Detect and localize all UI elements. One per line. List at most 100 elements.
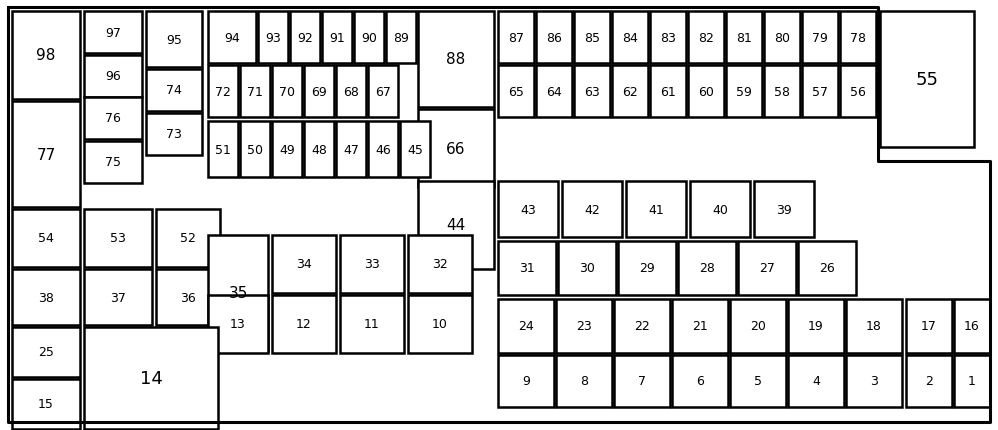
Bar: [498, 66, 534, 118]
Text: 76: 76: [105, 112, 121, 125]
Bar: [12, 327, 80, 377]
Bar: [558, 241, 616, 295]
Bar: [258, 12, 288, 64]
Bar: [574, 12, 610, 64]
Bar: [498, 12, 534, 64]
Bar: [304, 66, 334, 118]
Bar: [354, 12, 384, 64]
Bar: [12, 269, 80, 325]
Text: 47: 47: [343, 143, 359, 156]
Text: 97: 97: [105, 26, 121, 40]
Bar: [498, 355, 554, 407]
Bar: [754, 181, 814, 237]
Bar: [84, 141, 142, 184]
Bar: [156, 209, 220, 267]
Bar: [650, 66, 686, 118]
Bar: [368, 122, 398, 178]
Text: 26: 26: [819, 262, 835, 275]
Text: 36: 36: [180, 291, 196, 304]
Bar: [802, 66, 838, 118]
Bar: [730, 355, 786, 407]
Bar: [208, 12, 256, 64]
Text: 39: 39: [776, 203, 791, 216]
Text: 71: 71: [248, 85, 262, 98]
Bar: [536, 12, 572, 64]
Text: 85: 85: [584, 31, 600, 44]
Text: 68: 68: [343, 85, 359, 98]
Text: 33: 33: [364, 258, 380, 271]
Text: 74: 74: [166, 84, 182, 97]
Text: 45: 45: [407, 143, 423, 156]
Bar: [690, 181, 750, 237]
Bar: [240, 122, 270, 178]
Text: 77: 77: [36, 147, 56, 162]
Bar: [536, 66, 572, 118]
Bar: [498, 299, 554, 353]
Bar: [12, 209, 80, 267]
Text: 88: 88: [446, 52, 466, 68]
Text: 14: 14: [140, 369, 163, 387]
Bar: [726, 12, 762, 64]
Bar: [556, 355, 612, 407]
Bar: [764, 66, 800, 118]
Text: 50: 50: [247, 143, 263, 156]
Bar: [84, 269, 152, 325]
Text: 12: 12: [296, 318, 311, 331]
Text: 62: 62: [622, 85, 638, 98]
Text: 96: 96: [105, 71, 121, 83]
Text: 55: 55: [915, 71, 938, 89]
Bar: [498, 181, 558, 237]
Text: 90: 90: [361, 31, 377, 44]
Bar: [906, 355, 952, 407]
Bar: [880, 12, 974, 147]
Text: 58: 58: [774, 85, 790, 98]
Bar: [650, 12, 686, 64]
Text: 87: 87: [508, 31, 524, 44]
Bar: [12, 379, 80, 429]
Text: 37: 37: [110, 291, 126, 304]
Text: 92: 92: [297, 31, 313, 44]
Text: 8: 8: [580, 375, 588, 387]
Text: 2: 2: [925, 375, 933, 387]
Text: 1: 1: [968, 375, 976, 387]
Text: 60: 60: [698, 85, 714, 98]
Bar: [802, 12, 838, 64]
Text: 24: 24: [518, 320, 534, 333]
Text: 70: 70: [279, 85, 295, 98]
Bar: [418, 12, 494, 108]
Text: 65: 65: [508, 85, 524, 98]
Bar: [730, 299, 786, 353]
Text: 78: 78: [850, 31, 866, 44]
Bar: [788, 299, 844, 353]
Text: 73: 73: [166, 128, 182, 141]
Text: 49: 49: [279, 143, 294, 156]
Bar: [272, 122, 302, 178]
Text: 59: 59: [737, 85, 751, 98]
Bar: [764, 12, 800, 64]
Bar: [336, 122, 366, 178]
Text: 7: 7: [638, 375, 646, 387]
Bar: [954, 299, 990, 353]
Bar: [208, 236, 268, 351]
Bar: [146, 114, 202, 156]
Bar: [304, 122, 334, 178]
Bar: [954, 355, 990, 407]
Text: 61: 61: [660, 85, 676, 98]
Bar: [738, 241, 796, 295]
Bar: [846, 299, 902, 353]
Text: 44: 44: [446, 218, 466, 233]
Bar: [614, 299, 670, 353]
Text: 6: 6: [696, 375, 704, 387]
Bar: [612, 66, 648, 118]
Bar: [612, 12, 648, 64]
Text: 35: 35: [229, 286, 248, 301]
Bar: [84, 98, 142, 140]
Text: 17: 17: [921, 320, 937, 333]
Text: 23: 23: [576, 320, 592, 333]
Text: 18: 18: [866, 320, 882, 333]
Bar: [840, 66, 876, 118]
Bar: [556, 299, 612, 353]
Bar: [418, 110, 494, 187]
Text: 42: 42: [584, 203, 600, 216]
Bar: [272, 66, 302, 118]
